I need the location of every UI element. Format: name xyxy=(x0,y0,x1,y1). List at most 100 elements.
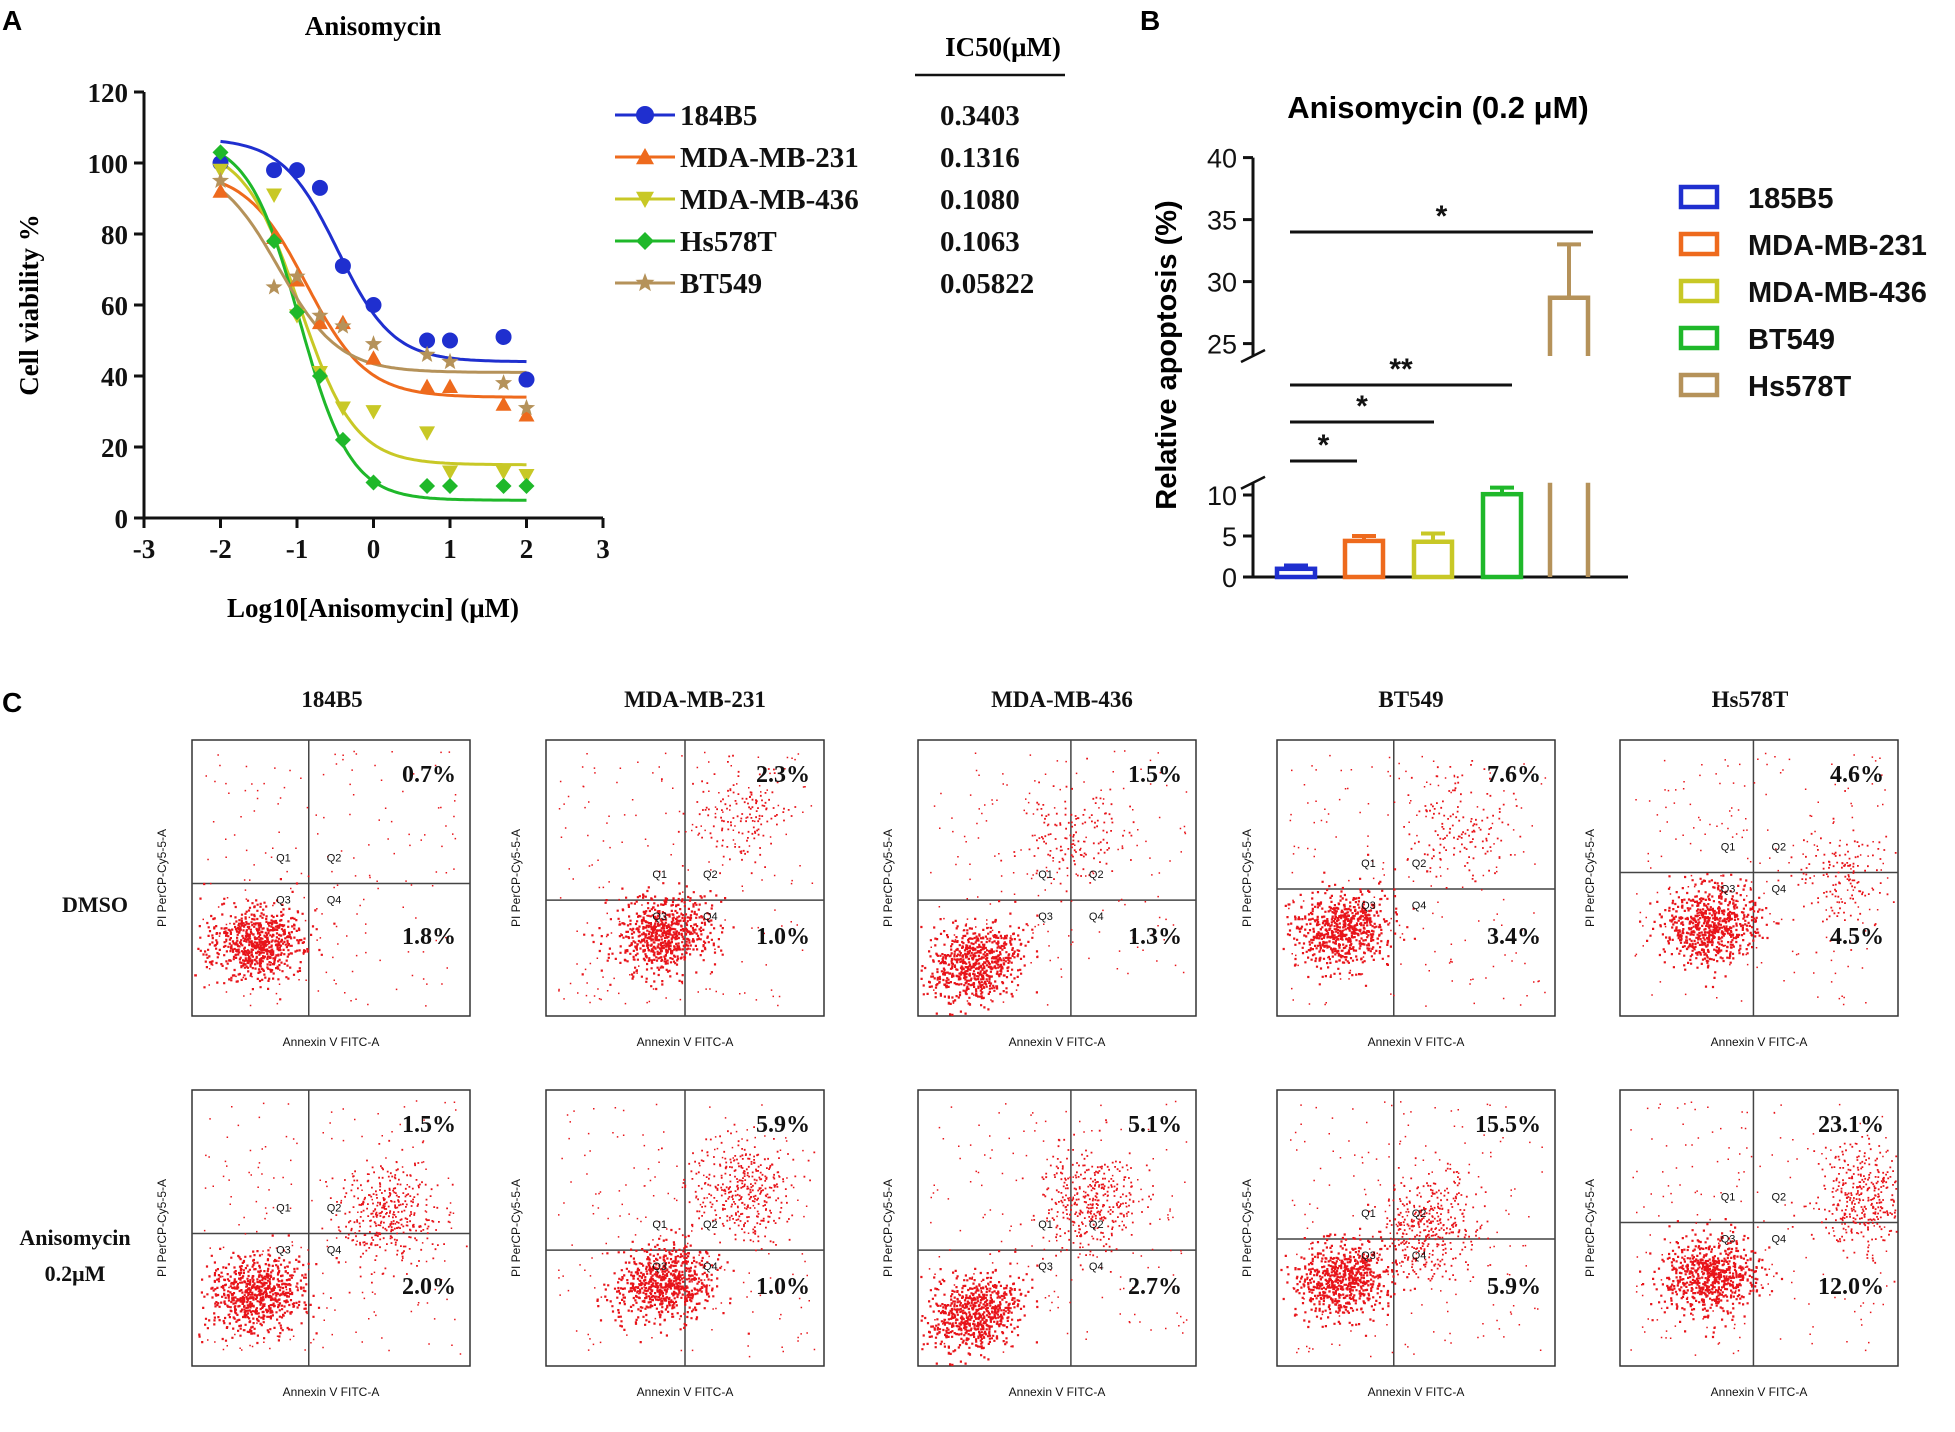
quadrant-label: Q4 xyxy=(1412,1250,1427,1262)
data-point-mda-mb-436 xyxy=(266,188,283,203)
quadrant-label: Q1 xyxy=(1038,1219,1053,1231)
chart-b-title: Anisomycin (0.2 μM) xyxy=(1287,90,1588,125)
quadrant-label: Q4 xyxy=(327,1245,342,1257)
quadrant-label: Q2 xyxy=(703,869,718,881)
quadrant-label: Q3 xyxy=(1361,1250,1376,1262)
quadrant-label: Q4 xyxy=(1771,1233,1786,1245)
chart-b-ytick-label: 5 xyxy=(1222,522,1237,552)
chart-a-ytick-label: 20 xyxy=(101,433,128,463)
q4-percent: 1.3% xyxy=(1128,924,1182,950)
flow-plot-mda-mb-231-anisomycin: Q1 Q2 Q3 Q4 5.9% 1.0% Annexin V FITC-A PI PerCP… xyxy=(509,1089,825,1399)
fit-curve-184b5 xyxy=(220,139,527,364)
chart-b-ylabel: Relative apoptosis (%) xyxy=(1151,200,1183,509)
flow-x-axis-label: Annexin V FITC-A xyxy=(1711,1035,1808,1049)
q4-percent: 3.4% xyxy=(1487,924,1541,950)
quadrant-label: Q2 xyxy=(327,853,342,865)
flow-plot-bt549-anisomycin: Q1 Q2 Q3 Q4 15.5% 5.9% Annexin V FITC-A PI PerC… xyxy=(1240,1089,1556,1399)
data-point-mda-mb-231 xyxy=(495,396,512,411)
quadrant-label: Q2 xyxy=(327,1203,342,1215)
bar-hs578t xyxy=(1547,295,1591,577)
q4-percent: 2.0% xyxy=(402,1274,456,1300)
significance-marker: ** xyxy=(1389,353,1413,386)
legend-b-swatch xyxy=(1678,231,1720,257)
bar-185b5 xyxy=(1274,566,1318,580)
chart-a-xtick-label: -3 xyxy=(133,534,156,564)
ic50-value: 0.1080 xyxy=(940,184,1020,216)
data-point-mda-mb-436 xyxy=(518,469,535,484)
flow-plot-frame xyxy=(1619,739,1899,1017)
q2-percent: 0.7% xyxy=(402,762,456,788)
flow-plot-frame xyxy=(191,739,471,1017)
chart-a-ytick-label: 0 xyxy=(115,504,129,534)
panel-a-dose-response: Anisomycin Cell viability % Log10[Anisom… xyxy=(14,11,1065,623)
legend-b-label: Hs578T xyxy=(1748,371,1851,403)
data-point-mda-mb-231 xyxy=(365,350,382,365)
data-point-184b5 xyxy=(289,162,305,179)
quadrant-label: Q4 xyxy=(327,895,342,907)
legend-a-marker xyxy=(635,273,655,292)
quadrant-label: Q1 xyxy=(1361,1208,1376,1220)
q4-percent: 1.0% xyxy=(756,1274,810,1300)
data-point-bt549 xyxy=(311,306,329,323)
chart-a-xtick-label: 3 xyxy=(596,534,610,564)
data-point-bt549 xyxy=(265,278,283,295)
bar-mda-mb-231 xyxy=(1342,538,1386,580)
legend-a-marker xyxy=(636,191,654,208)
legend-a-marker xyxy=(636,232,654,250)
chart-a-xlabel: Log10[Anisomycin] (μM) xyxy=(227,593,519,623)
data-point-184b5 xyxy=(442,332,458,349)
flow-column-title: MDA-MB-436 xyxy=(991,687,1133,712)
data-point-mda-mb-436 xyxy=(365,405,382,420)
quadrant-label: Q3 xyxy=(1038,911,1053,923)
data-point-mda-mb-231 xyxy=(212,183,229,198)
flow-y-axis-label: PI PerCP-Cy5-5-A xyxy=(881,1179,895,1277)
flow-dots xyxy=(558,1103,816,1358)
quadrant-label: Q1 xyxy=(652,869,667,881)
chart-b-ytick-label: 40 xyxy=(1207,144,1237,174)
data-point-mda-mb-436 xyxy=(334,401,351,416)
chart-b-ytick-label: 35 xyxy=(1207,206,1237,236)
chart-a-ylabel: Cell viability % xyxy=(14,214,44,396)
flow-plot-184b5-anisomycin: Q1 Q2 Q3 Q4 1.5% 2.0% Annexin V FITC-A PI PerCP… xyxy=(155,1089,471,1399)
data-point-bt549 xyxy=(517,398,536,416)
q4-percent: 12.0% xyxy=(1818,1274,1884,1300)
data-point-hs578t xyxy=(266,233,283,250)
ic50-value: 0.05822 xyxy=(940,268,1034,300)
flow-column-title: 184B5 xyxy=(301,687,362,712)
data-point-184b5 xyxy=(495,328,512,345)
flow-y-axis-label: PI PerCP-Cy5-5-A xyxy=(1583,829,1597,927)
flow-x-axis-label: Annexin V FITC-A xyxy=(1711,1385,1808,1399)
legend-a-marker xyxy=(636,106,654,124)
flow-y-axis-label: PI PerCP-Cy5-5-A xyxy=(1583,1179,1597,1277)
bar-bt549 xyxy=(1480,491,1524,580)
chart-a-ytick-label: 100 xyxy=(88,149,129,179)
flow-x-axis-label: Annexin V FITC-A xyxy=(1368,1035,1465,1049)
quadrant-label: Q3 xyxy=(652,1261,667,1273)
quadrant-label: Q2 xyxy=(1089,869,1104,881)
chart-a-ytick-label: 80 xyxy=(101,220,128,250)
q2-percent: 7.6% xyxy=(1487,762,1541,788)
chart-a-xtick-label: 0 xyxy=(367,534,381,564)
legend-b-label: MDA-MB-231 xyxy=(1748,230,1927,262)
flow-dots xyxy=(920,750,1188,1016)
chart-a-xtick-label: -2 xyxy=(209,534,232,564)
quadrant-label: Q2 xyxy=(1412,1208,1427,1220)
data-point-bt549 xyxy=(211,171,230,188)
quadrant-label: Q1 xyxy=(1721,841,1736,853)
flow-x-axis-label: Annexin V FITC-A xyxy=(1009,1035,1106,1049)
data-point-mda-mb-436 xyxy=(212,163,229,179)
data-point-bt549 xyxy=(441,352,459,370)
legend-b-swatch xyxy=(1678,278,1720,304)
q2-percent: 23.1% xyxy=(1818,1112,1884,1138)
quadrant-label: Q1 xyxy=(276,1203,291,1215)
data-point-184b5 xyxy=(266,162,283,179)
flow-plot-frame xyxy=(1276,739,1556,1017)
flow-plot-hs578t-anisomycin: Q1 Q2 Q3 Q4 23.1% 12.0% Annexin V FITC-A PI Per… xyxy=(1583,1089,1899,1399)
panel-label-b: B xyxy=(1140,5,1160,36)
quadrant-label: Q3 xyxy=(1721,883,1736,895)
legend-b-swatch xyxy=(1678,184,1720,210)
data-point-bt549 xyxy=(495,374,513,391)
flow-column-title: Hs578T xyxy=(1712,687,1789,712)
flow-x-axis-label: Annexin V FITC-A xyxy=(637,1035,734,1049)
flow-x-axis-label: Annexin V FITC-A xyxy=(1368,1385,1465,1399)
